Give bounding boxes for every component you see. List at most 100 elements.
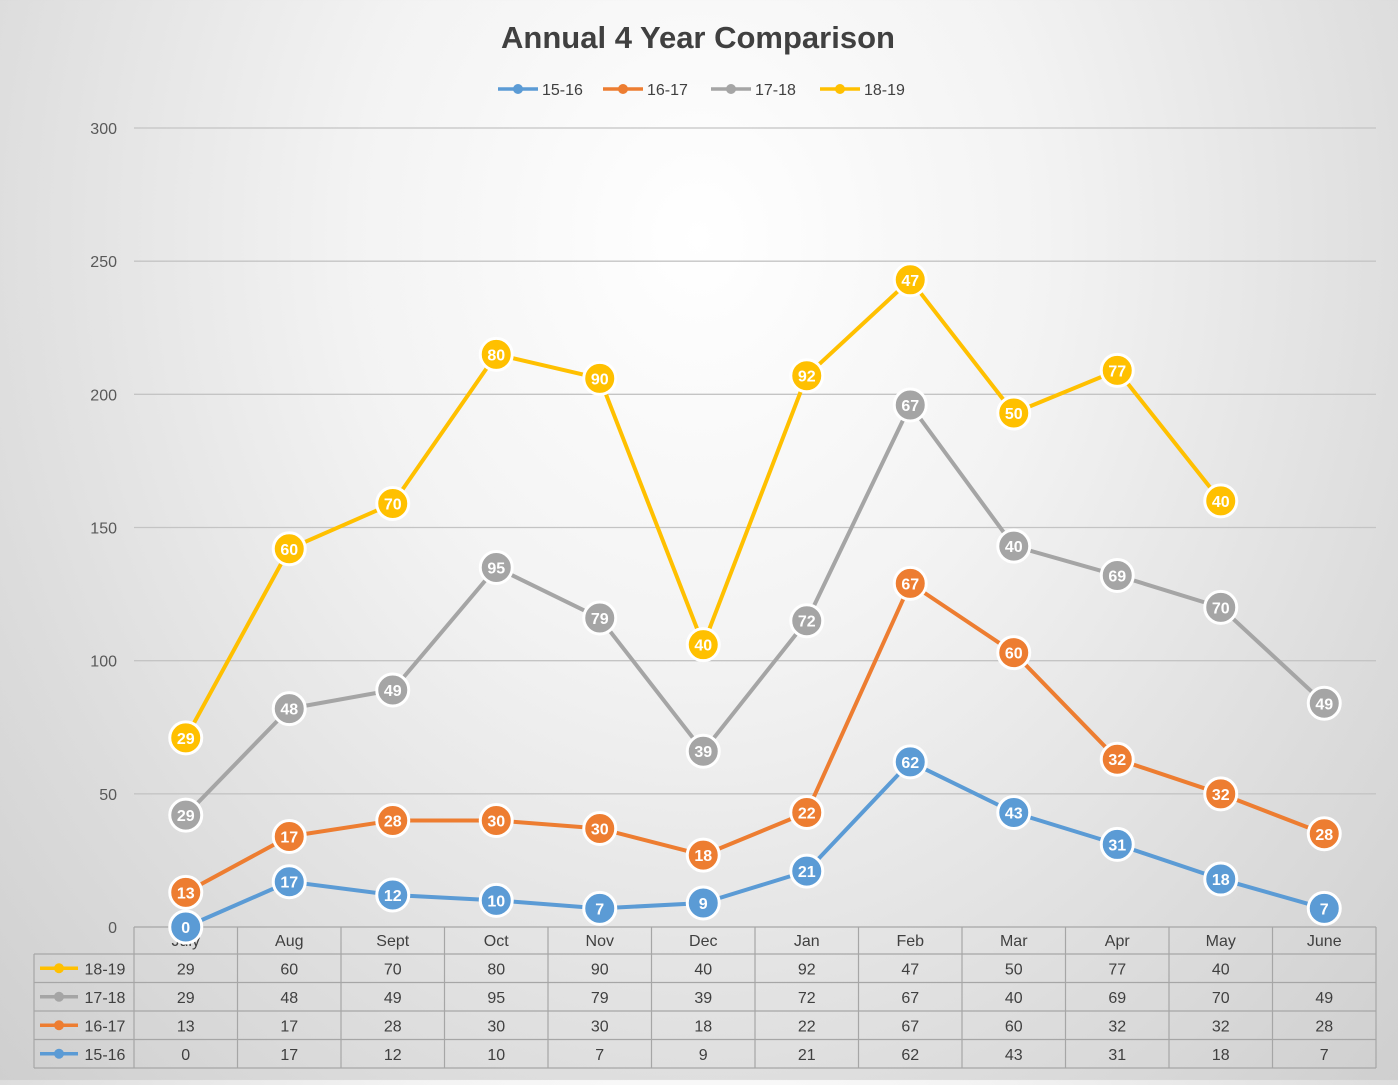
data-point-16-17 — [478, 802, 514, 838]
table-cell: 18 — [1212, 1047, 1230, 1064]
series-line-16-17 — [184, 581, 1326, 895]
table-cell: 47 — [901, 961, 919, 978]
data-label: 22 — [798, 805, 816, 822]
table-cell: 18 — [694, 1018, 712, 1035]
data-label: 0 — [181, 920, 190, 937]
table-cell: 9 — [699, 1047, 708, 1064]
data-point-17-18 — [685, 733, 721, 769]
data-point-18-19 — [996, 395, 1032, 431]
data-point-18-19 — [1099, 352, 1135, 388]
table-cell: 7 — [1320, 1047, 1329, 1064]
data-point-18-19 — [375, 486, 411, 522]
data-point-15-16 — [478, 882, 514, 918]
data-label: 95 — [487, 560, 505, 577]
data-point-15-16 — [892, 744, 928, 780]
y-tick-label: 50 — [99, 787, 117, 804]
legend: 15-16 16-17 17-18 18-19 — [498, 82, 905, 99]
table-legend-marker-17-18 — [54, 991, 64, 1002]
legend-marker-15-16 — [513, 84, 523, 94]
data-label: 28 — [384, 813, 402, 830]
table-cell: 0 — [181, 1047, 190, 1064]
data-point-17-18 — [271, 691, 307, 727]
table-legend-marker-15-16 — [54, 1048, 64, 1059]
table-cell: 17 — [280, 1018, 298, 1035]
x-tick-label: June — [1307, 933, 1342, 950]
data-label: 60 — [280, 542, 298, 559]
data-point-15-16 — [1203, 861, 1239, 897]
data-label: 7 — [595, 901, 604, 918]
data-label: 90 — [591, 371, 609, 388]
legend-marker-16-17 — [618, 84, 628, 94]
data-point-16-17 — [685, 837, 721, 873]
legend-marker-18-19 — [835, 84, 845, 94]
data-point-15-16 — [271, 864, 307, 900]
table-legend-marker-18-19 — [54, 963, 64, 974]
table-cell: 13 — [177, 1018, 195, 1035]
table-row-label: 17-18 — [85, 990, 126, 1007]
data-table: JulyAugSeptOctNovDecJanFebMarAprMayJune1… — [33, 926, 1377, 1069]
data-label: 70 — [384, 497, 402, 514]
data-point-16-17 — [1306, 816, 1342, 852]
data-point-15-16 — [685, 885, 721, 921]
y-tick-label: 100 — [90, 654, 117, 671]
table-row-label: 16-17 — [85, 1018, 126, 1035]
data-point-15-16 — [996, 794, 1032, 830]
data-label: 49 — [384, 683, 402, 700]
data-label: 7 — [1320, 901, 1329, 918]
data-point-17-18 — [375, 672, 411, 708]
table-cell: 7 — [595, 1047, 604, 1064]
data-point-18-19 — [582, 360, 618, 396]
data-label: 80 — [487, 347, 505, 364]
table-cell: 21 — [798, 1047, 816, 1064]
table-cell: 50 — [1005, 961, 1023, 978]
data-point-17-18 — [892, 387, 928, 423]
data-label: 92 — [798, 369, 816, 386]
y-axis: 0 50 100 150 200 250 300 — [90, 121, 117, 937]
legend-label: 16-17 — [647, 82, 688, 99]
x-tick-label: Aug — [275, 933, 303, 950]
data-label: 31 — [1108, 837, 1126, 854]
data-point-18-19 — [789, 358, 825, 394]
data-label: 9 — [699, 896, 708, 913]
data-point-15-16 — [375, 877, 411, 913]
data-label: 29 — [177, 731, 195, 748]
data-point-16-17 — [1099, 741, 1135, 777]
data-label: 30 — [591, 821, 609, 838]
series-line-18-19 — [184, 277, 1223, 739]
table-cell: 95 — [487, 990, 505, 1007]
table-cell: 40 — [1005, 990, 1023, 1007]
data-label: 47 — [901, 273, 919, 290]
x-tick-label: Dec — [689, 933, 717, 950]
table-cell: 30 — [591, 1018, 609, 1035]
data-label: 13 — [177, 885, 195, 902]
data-label: 18 — [694, 848, 712, 865]
data-point-16-17 — [892, 565, 928, 601]
table-cell: 43 — [1005, 1047, 1023, 1064]
table-cell: 29 — [177, 990, 195, 1007]
data-label: 67 — [901, 398, 919, 415]
table-cell: 30 — [487, 1018, 505, 1035]
table-cell: 32 — [1108, 1018, 1126, 1035]
data-point-17-18 — [478, 549, 514, 585]
data-point-16-17 — [271, 818, 307, 854]
table-cell: 40 — [694, 961, 712, 978]
table-legend-marker-16-17 — [54, 1020, 64, 1031]
data-label: 69 — [1108, 568, 1126, 585]
data-point-17-18 — [1203, 589, 1239, 625]
x-tick-label: Mar — [1000, 933, 1028, 950]
table-cell: 29 — [177, 961, 195, 978]
y-tick-label: 200 — [90, 387, 117, 404]
x-tick-label: May — [1206, 933, 1236, 950]
table-cell: 70 — [384, 961, 402, 978]
table-cell: 28 — [384, 1018, 402, 1035]
x-tick-label: Nov — [586, 933, 614, 950]
data-label: 60 — [1005, 646, 1023, 663]
table-cell: 28 — [1315, 1018, 1333, 1035]
data-label: 40 — [694, 638, 712, 655]
table-cell: 72 — [798, 990, 816, 1007]
data-point-17-18 — [1306, 685, 1342, 721]
data-point-17-18 — [996, 528, 1032, 564]
